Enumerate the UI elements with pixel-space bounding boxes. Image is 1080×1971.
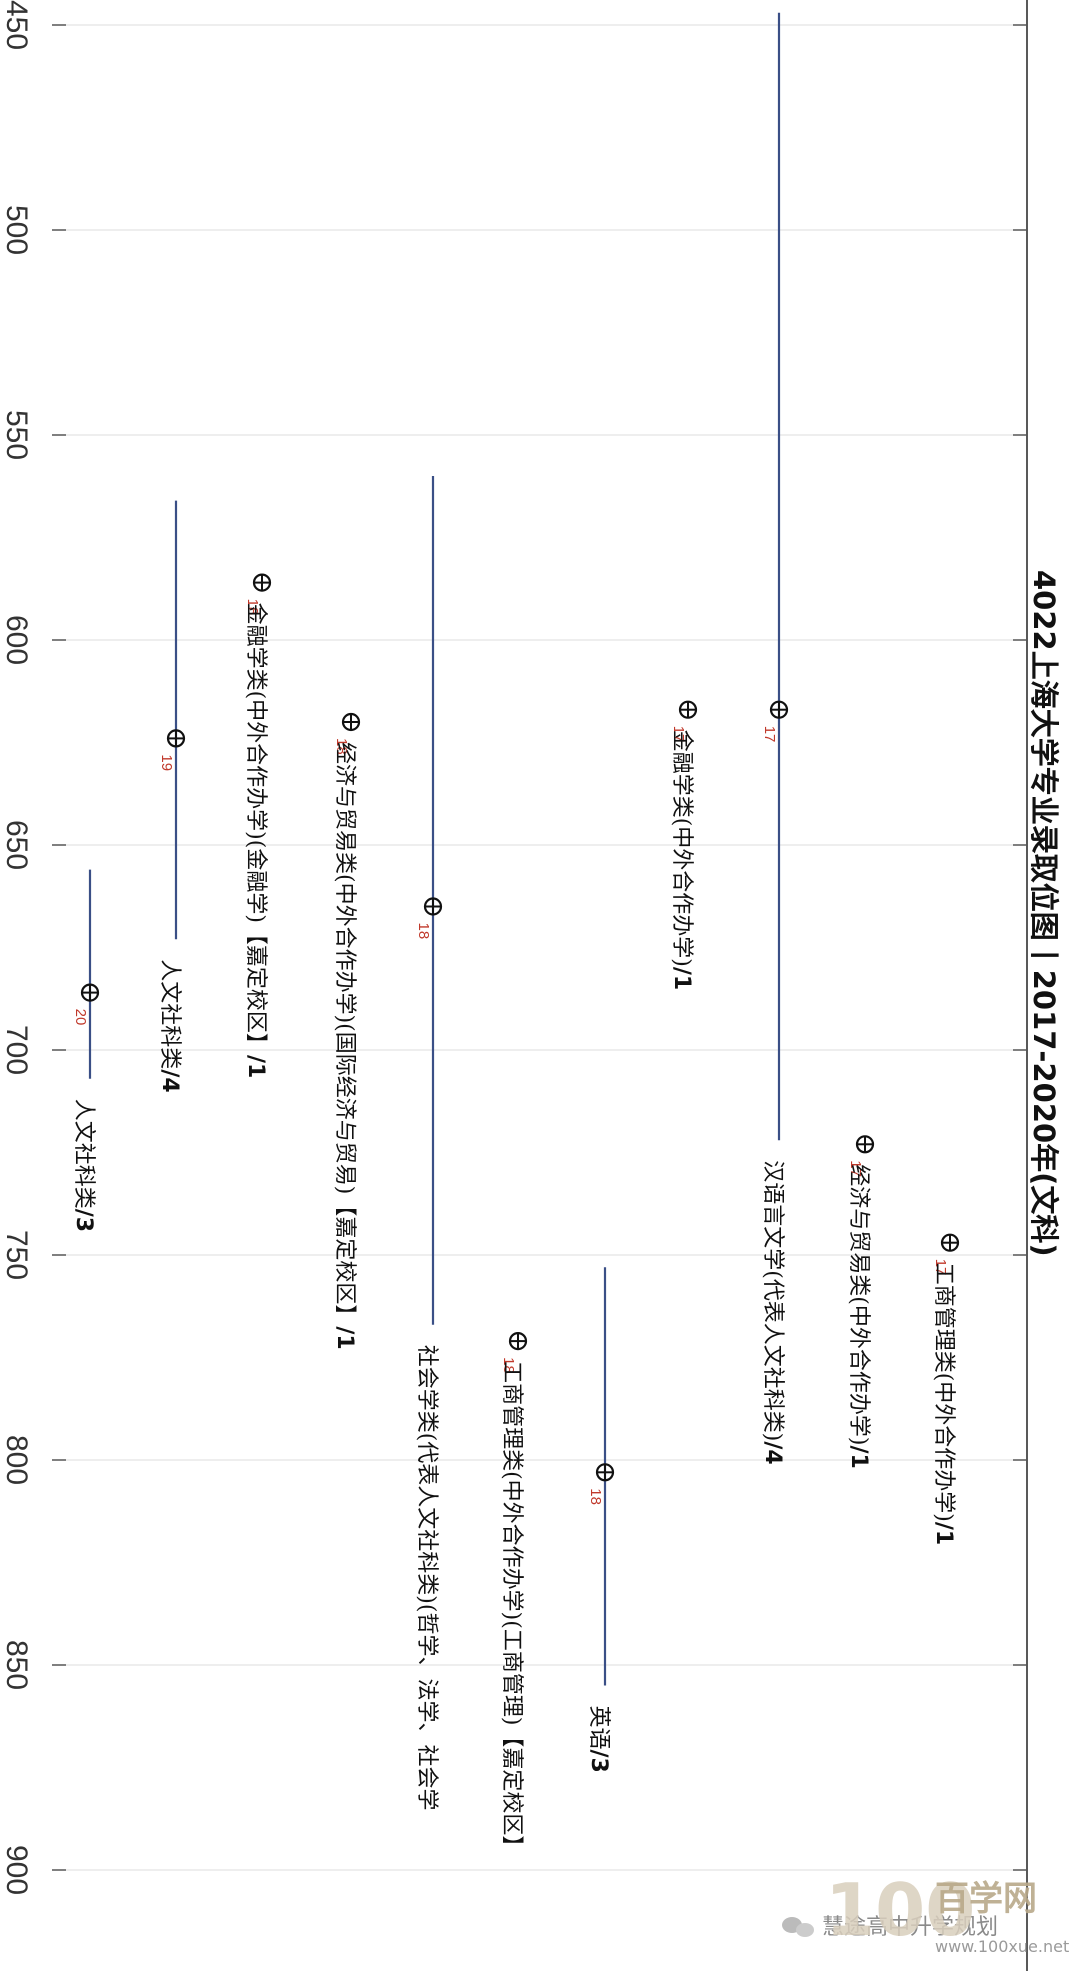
- watermark-account: 慧途高中升学规划: [822, 1915, 998, 1940]
- point-marker: [769, 700, 789, 719]
- tick-label: 750: [0, 1230, 33, 1280]
- data-label-count: /1: [931, 1522, 956, 1545]
- watermark-logo-digits: 100: [825, 1868, 975, 1952]
- tick-label: 700: [0, 1025, 33, 1075]
- data-label-name: 金融学类(中外合作办学)(金融学)【嘉定校区】: [243, 603, 268, 1055]
- data-label: 金融学类(中外合作办学)(金融学)【嘉定校区】/1: [243, 603, 268, 1079]
- year-label: 18: [415, 923, 432, 940]
- data-item: 18 英语/3: [586, 1267, 615, 1773]
- data-label-name: 金融学类(中外合作办学): [669, 730, 694, 967]
- data-label-count: /3: [586, 1750, 611, 1773]
- data-label: 人文社科类/4: [157, 959, 182, 1092]
- data-label: 英语/3: [586, 1706, 611, 1773]
- data-label-name: 人文社科类: [157, 959, 182, 1069]
- data-label-name: 经济与贸易类(中外合作办学): [846, 1164, 871, 1445]
- data-label-count: /1: [243, 1055, 268, 1078]
- point-marker: [940, 1233, 960, 1252]
- data-label-name: 工商管理类(中外合作办学): [931, 1263, 956, 1522]
- data-item: 20 人文社科类/3: [71, 869, 100, 1232]
- data-label: 人文社科类/3: [71, 1099, 96, 1232]
- tick-label: 550: [0, 410, 33, 460]
- data-label-count: /4: [157, 1069, 182, 1092]
- value-axis: 450 500 550 600 650 700 750 800 850 900: [0, 0, 1028, 1971]
- point-marker: [423, 897, 443, 916]
- data-label-count: /1: [846, 1445, 871, 1468]
- year-label: 17: [847, 1160, 864, 1177]
- tick-label: 450: [0, 0, 33, 50]
- data-label: 工商管理类(中外合作办学)/1: [931, 1263, 956, 1546]
- data-label: 汉语言文学(代表人文社科类)/4: [760, 1160, 785, 1465]
- data-marks: 17工商管理类(中外合作办学)/117经济与贸易类(中外合作办学)/117汉语言…: [71, 12, 960, 1857]
- tick-label: 500: [0, 205, 33, 255]
- year-label: 18: [244, 599, 261, 616]
- year-label: 20: [72, 1009, 89, 1026]
- data-item: 17 汉语言文学(代表人文社科类)/4: [760, 12, 789, 1465]
- year-label: 17: [670, 726, 687, 743]
- tick-label: 650: [0, 820, 33, 870]
- watermark: 慧途高中升学规划 100 百学网 www.100xue.net: [782, 1868, 1069, 1956]
- data-label-name: 社会学类(代表人文社科类)(哲学、法学、社会学: [414, 1345, 439, 1811]
- year-label: 18: [500, 1357, 517, 1374]
- point-marker: [80, 983, 100, 1002]
- data-label-name: 英语: [586, 1706, 611, 1750]
- point-marker: [166, 729, 186, 748]
- data-label: 金融学类(中外合作办学)/1: [669, 730, 694, 991]
- data-label-name: 人文社科类: [71, 1099, 96, 1209]
- data-label: 经济与贸易类(中外合作办学)(国际经济与贸易)【嘉定校区】/1: [332, 742, 357, 1350]
- data-label-name: 工商管理类(中外合作办学)(工商管理)【嘉定校区】: [499, 1361, 524, 1857]
- point-marker: [678, 700, 698, 719]
- year-label: 17: [932, 1259, 949, 1276]
- grid-lines: [52, 24, 1027, 1871]
- point-marker: [855, 1135, 875, 1154]
- tick-label: 800: [0, 1435, 33, 1485]
- data-label: 经济与贸易类(中外合作办学)/1: [846, 1164, 871, 1469]
- year-label: 18: [587, 1488, 604, 1505]
- data-label-name: 经济与贸易类(中外合作办学)(国际经济与贸易)【嘉定校区】: [332, 742, 357, 1326]
- tick-label: 850: [0, 1640, 33, 1690]
- watermark-url: www.100xue.net: [935, 1937, 1069, 1956]
- data-label-count: /3: [71, 1209, 96, 1232]
- year-label: 18: [333, 738, 350, 755]
- wechat-icon: [782, 1917, 814, 1937]
- data-item: 19 人文社科类/4: [157, 500, 186, 1093]
- data-label: 社会学类(代表人文社科类)(哲学、法学、社会学: [414, 1345, 439, 1811]
- data-label: 工商管理类(中外合作办学)(工商管理)【嘉定校区】: [499, 1361, 524, 1857]
- watermark-brand: 百学网: [935, 1879, 1037, 1919]
- year-label: 17: [761, 726, 778, 743]
- data-label-name: 汉语言文学(代表人文社科类): [760, 1160, 785, 1441]
- tick-label: 900: [0, 1845, 33, 1895]
- point-marker: [595, 1463, 615, 1482]
- chart-title: 4022上海大学专业录取位图丨2017-2020年(文科): [1027, 570, 1061, 1257]
- point-marker: [341, 712, 361, 732]
- data-label-count: /1: [669, 967, 694, 990]
- data-item: 18 社会学类(代表人文社科类)(哲学、法学、社会学: [414, 476, 443, 1811]
- data-label-count: /1: [332, 1326, 357, 1349]
- point-marker: [508, 1331, 528, 1351]
- point-marker: [252, 573, 272, 592]
- data-label-count: /4: [760, 1441, 785, 1464]
- tick-label: 600: [0, 615, 33, 665]
- year-label: 19: [158, 754, 175, 771]
